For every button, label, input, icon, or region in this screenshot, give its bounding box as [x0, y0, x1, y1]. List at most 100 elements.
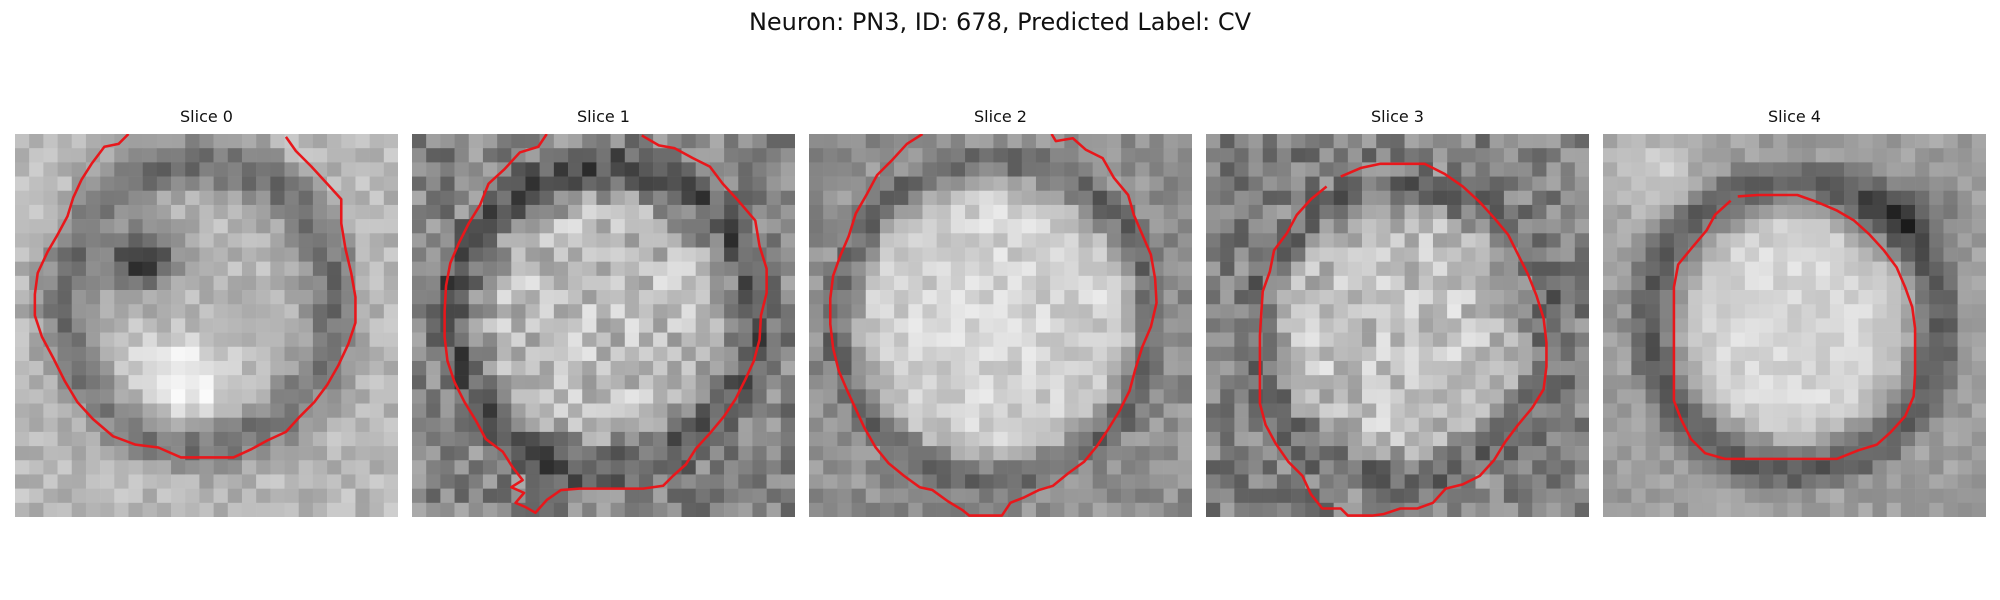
- pixel-cell: [327, 261, 342, 277]
- pixel-cell: [1220, 190, 1235, 206]
- pixel-cell: [1617, 219, 1632, 234]
- pixel-cell: [298, 176, 314, 192]
- pixel-cell: [1886, 318, 1902, 333]
- pixel-cell: [1248, 204, 1264, 220]
- pixel-cell: [1163, 446, 1179, 461]
- pixel-cell: [1418, 403, 1434, 418]
- pixel-cell: [738, 176, 753, 192]
- pixel-cell: [298, 460, 314, 475]
- pixel-cell: [1971, 190, 1986, 206]
- pixel-cell: [1560, 375, 1576, 390]
- pixel-cell: [100, 233, 115, 248]
- pixel-cell: [1631, 403, 1646, 418]
- pixel-cell: [1376, 417, 1391, 433]
- pixel-cell: [114, 318, 129, 333]
- pixel-cell: [653, 162, 668, 177]
- pixel-cell: [879, 261, 895, 277]
- pixel-cell: [256, 290, 271, 305]
- pixel-cell: [1418, 488, 1434, 504]
- pixel-cell: [1730, 162, 1746, 177]
- pixel-cell: [1915, 247, 1930, 262]
- pixel-cell: [199, 148, 214, 163]
- pixel-cell: [724, 148, 739, 163]
- pixel-cell: [43, 360, 58, 376]
- pixel-cell: [1064, 148, 1079, 163]
- pixel-cell: [71, 304, 87, 319]
- pixel-cell: [412, 148, 427, 163]
- pixel-cell: [709, 460, 725, 475]
- pixel-cell: [837, 360, 852, 376]
- pixel-cell: [1177, 318, 1192, 333]
- pixel-cell: [709, 502, 725, 517]
- pixel-cell: [553, 219, 569, 234]
- pixel-cell: [1603, 318, 1618, 333]
- pixel-cell: [1177, 290, 1192, 305]
- pixel-cell: [270, 176, 285, 192]
- pixel-cell: [1943, 148, 1958, 163]
- pixel-cell: [851, 474, 867, 489]
- pixel-cell: [1163, 417, 1179, 433]
- pixel-cell: [1007, 375, 1023, 390]
- pixel-cell: [128, 417, 143, 433]
- pixel-cell: [1744, 162, 1760, 177]
- pixel-cell: [1390, 460, 1405, 475]
- pixel-cell: [993, 219, 1008, 234]
- pixel-cell: [1815, 502, 1831, 517]
- pixel-cell: [1362, 474, 1377, 489]
- pixel-cell: [57, 417, 73, 433]
- pixel-cell: [624, 474, 640, 489]
- pixel-cell: [1135, 304, 1150, 319]
- pixel-cell: [695, 219, 711, 234]
- pixel-cell: [1163, 233, 1179, 248]
- pixel-cell: [837, 403, 852, 418]
- pixel-cell: [142, 488, 158, 504]
- pixel-cell: [1206, 431, 1221, 447]
- pixel-cell: [993, 460, 1008, 475]
- pixel-cell: [1673, 134, 1689, 149]
- pixel-cell: [1929, 247, 1944, 262]
- pixel-cell: [1007, 190, 1023, 206]
- pixel-cell: [412, 417, 427, 433]
- pixel-cell: [298, 204, 314, 220]
- pixel-cell: [1149, 162, 1164, 177]
- pixel-cell: [823, 162, 838, 177]
- pixel-cell: [213, 360, 229, 376]
- pixel-cell: [156, 403, 172, 418]
- pixel-cell: [1900, 261, 1916, 277]
- pixel-cell: [1801, 474, 1817, 489]
- pixel-cell: [171, 332, 186, 348]
- pixel-cell: [1659, 375, 1675, 390]
- pixel-cell: [638, 261, 654, 277]
- pixel-cell: [539, 304, 555, 319]
- pixel-cell: [426, 290, 441, 305]
- pixel-cell: [1829, 261, 1845, 277]
- pixel-cell: [71, 360, 87, 376]
- pixel-cell: [171, 261, 186, 277]
- pixel-cell: [653, 204, 668, 220]
- pixel-cell: [1872, 488, 1887, 504]
- pixel-cell: [1844, 247, 1859, 262]
- pixel-cell: [738, 261, 753, 277]
- pixel-cell: [851, 304, 867, 319]
- pixel-cell: [327, 318, 342, 333]
- pixel-cell: [1177, 460, 1192, 475]
- pixel-cell: [624, 162, 640, 177]
- pixel-cell: [383, 502, 398, 517]
- pixel-cell: [199, 247, 214, 262]
- pixel-cell: [1262, 375, 1278, 390]
- pixel-cell: [1064, 332, 1079, 348]
- pixel-cell: [667, 488, 682, 504]
- pixel-cell: [1220, 332, 1235, 348]
- pixel-cell: [823, 275, 838, 291]
- pixel-cell: [1362, 204, 1377, 220]
- pixel-cell: [1574, 204, 1589, 220]
- pixel-cell: [525, 247, 540, 262]
- pixel-cell: [1376, 360, 1391, 376]
- pixel-cell: [1872, 332, 1887, 348]
- pixel-cell: [1744, 219, 1760, 234]
- pixel-cell: [468, 176, 484, 192]
- pixel-cell: [936, 290, 952, 305]
- pixel-cell: [1291, 219, 1306, 234]
- pixel-cell: [1829, 332, 1845, 348]
- pixel-cell: [312, 290, 328, 305]
